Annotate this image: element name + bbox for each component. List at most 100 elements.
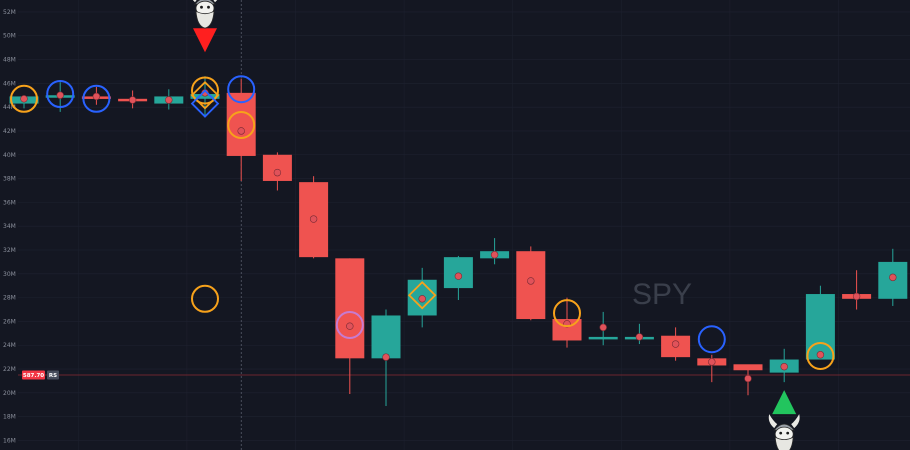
candle[interactable]: [335, 258, 365, 395]
indicator-markers: [10, 75, 835, 370]
blue-circle-marker: [82, 84, 111, 113]
viking-head-icon: [192, 0, 218, 29]
candle[interactable]: [769, 348, 799, 383]
orange-circle-marker: [553, 299, 581, 328]
candle[interactable]: [516, 246, 546, 321]
candle-dot: [889, 273, 897, 282]
rs-badge[interactable]: [47, 370, 59, 380]
orange-diamond-marker: [190, 80, 220, 110]
candle-body: [588, 336, 618, 340]
candle-dot: [454, 272, 463, 280]
sell-signal[interactable]: [190, 0, 221, 53]
candle[interactable]: [118, 90, 148, 109]
signal-markers: [190, 0, 800, 450]
viking-eye-right: [786, 431, 790, 435]
candle[interactable]: [154, 89, 184, 110]
candle-dot: [418, 295, 426, 303]
y-tick-label: 48M: [3, 57, 16, 64]
candle[interactable]: [624, 323, 654, 345]
price-badge[interactable]: [22, 370, 45, 380]
candle-dot: [490, 251, 499, 259]
candle-body: [226, 92, 256, 156]
candle-dot: [273, 168, 282, 177]
candle-body: [262, 154, 292, 181]
current-price-line: 587.70 RS: [18, 370, 910, 380]
y-tick-label: 30M: [3, 271, 16, 278]
candle[interactable]: [262, 152, 292, 191]
candle-dot: [708, 358, 716, 366]
y-tick-label: 50M: [3, 33, 16, 40]
candle-dot: [744, 374, 752, 383]
candle-dot: [92, 92, 101, 101]
grid-lines: [18, 0, 910, 450]
candle[interactable]: [697, 354, 727, 383]
candle-body: [335, 258, 365, 359]
viking-horn-left: [192, 0, 197, 3]
y-tick-label: 38M: [3, 176, 16, 183]
y-axis: 16M 18M 20M 22M 24M 26M 28M 30M 32M 34M 36M 38M 40M 4…: [3, 9, 16, 445]
candle[interactable]: [842, 270, 872, 310]
candle-dot: [527, 277, 535, 285]
candle-dot: [346, 322, 354, 330]
y-tick-label: 34M: [3, 223, 16, 230]
sell-arrow-icon: [193, 28, 217, 53]
y-tick-label: 32M: [3, 247, 16, 254]
candle[interactable]: [81, 86, 111, 105]
viking-beard: [774, 436, 794, 450]
viking-horn-left: [768, 414, 778, 429]
candle-dot: [635, 333, 644, 341]
blue-diamond-marker: [190, 89, 220, 118]
symbol-watermark: SPY: [632, 278, 692, 311]
candle[interactable]: [371, 309, 401, 406]
viking-horn-right: [791, 414, 800, 429]
candle[interactable]: [588, 311, 618, 346]
orange-diamond-marker: [407, 280, 437, 310]
candle-body: [371, 315, 401, 359]
y-tick-label: 44M: [3, 104, 16, 111]
blue-circle-marker: [227, 75, 256, 104]
candle[interactable]: [733, 364, 763, 396]
price-badge-value: 587.70: [23, 373, 44, 379]
y-tick-label: 16M: [3, 437, 16, 444]
viking-horn-right: [213, 0, 218, 3]
candle[interactable]: [661, 327, 691, 361]
orange-circle-marker: [191, 76, 219, 105]
candle-dot: [20, 95, 28, 103]
y-tick-label: 20M: [3, 390, 16, 397]
candle[interactable]: [443, 255, 473, 300]
y-tick-label: 52M: [3, 9, 16, 16]
blue-circle-marker: [46, 80, 75, 109]
y-tick-label: 36M: [3, 199, 16, 206]
candle-dot: [237, 127, 245, 135]
viking-eye-left: [779, 431, 783, 435]
pink-circle-marker: [335, 311, 364, 339]
viking-head-icon: [768, 414, 800, 450]
candle[interactable]: [878, 248, 908, 306]
rs-badge-label: RS: [49, 373, 57, 379]
candle-body: [805, 294, 835, 360]
candles: [9, 76, 908, 406]
candle-dot: [309, 215, 318, 223]
viking-eye-left: [200, 5, 203, 9]
viking-eye-right: [207, 5, 210, 9]
buy-signal[interactable]: [768, 390, 800, 450]
orange-circle-marker: [10, 84, 38, 113]
candle-dot: [780, 362, 788, 371]
candle-dot: [599, 323, 607, 332]
candle[interactable]: [299, 176, 329, 259]
candle-dot: [128, 96, 137, 104]
y-tick-label: 22M: [3, 366, 16, 373]
candle[interactable]: [9, 95, 39, 109]
viking-beard: [195, 10, 215, 29]
candle-body: [516, 251, 546, 320]
candle-dot: [852, 292, 861, 301]
candle[interactable]: [226, 78, 256, 181]
orange-circle-marker: [191, 284, 219, 313]
candle[interactable]: [480, 238, 510, 265]
orange-circle-marker: [227, 111, 256, 139]
y-tick-label: 24M: [3, 342, 16, 349]
candle-dot: [382, 353, 390, 361]
buy-arrow-icon: [772, 390, 797, 415]
candle-dot: [671, 340, 680, 348]
